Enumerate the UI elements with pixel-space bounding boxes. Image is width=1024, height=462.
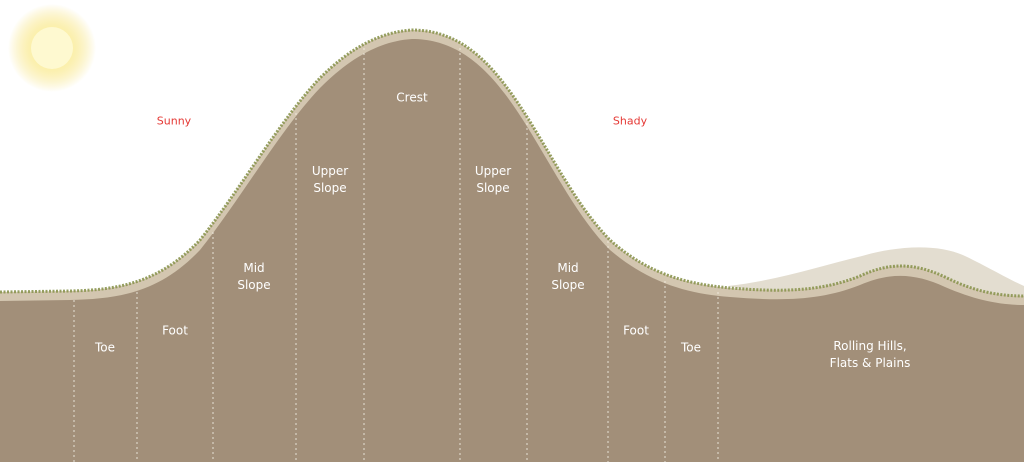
grass-line bbox=[0, 28, 1024, 298]
zone-label-rolling-hills: Rolling Hills, Flats & Plains bbox=[829, 339, 911, 370]
zone-label-crest: Crest bbox=[396, 90, 428, 105]
zone-label-foot-shady: Foot bbox=[623, 323, 649, 338]
ground-profile bbox=[0, 39, 1024, 462]
zone-label-toe-shady: Toe bbox=[680, 340, 702, 355]
zone-label-upper-slope-shady: Upper Slope bbox=[474, 164, 512, 195]
zone-label-upper-slope-sunny: Upper Slope bbox=[311, 164, 349, 195]
zone-label-mid-slope-shady: Mid Slope bbox=[551, 261, 585, 292]
zone-dividers bbox=[73, 48, 719, 462]
sun-icon bbox=[31, 27, 73, 69]
zone-label-toe-sunny: Toe bbox=[94, 340, 116, 355]
aspect-label-shady: Shady bbox=[612, 114, 648, 128]
aspect-label-sunny: Sunny bbox=[156, 114, 192, 128]
zone-label-mid-slope-sunny: Mid Slope bbox=[237, 261, 271, 292]
zone-label-foot-sunny: Foot bbox=[162, 323, 188, 338]
